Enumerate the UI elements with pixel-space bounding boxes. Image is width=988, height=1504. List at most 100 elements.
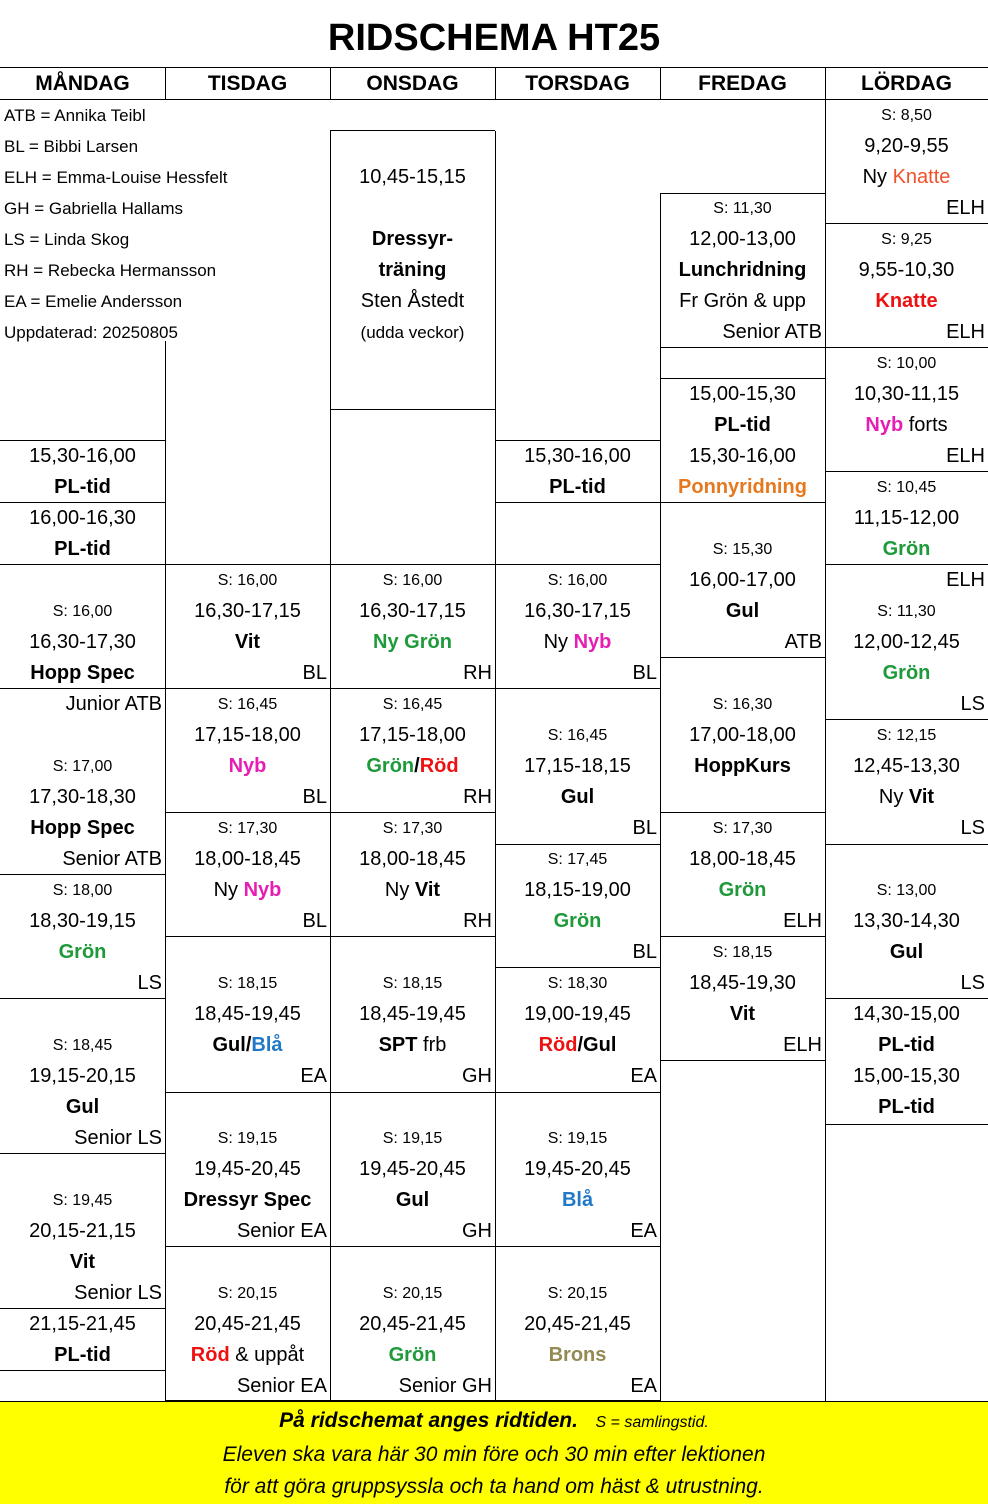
group-label-part: Knatte — [875, 290, 938, 312]
gathering-time: S: 18,15 — [712, 944, 773, 961]
grid-line — [660, 193, 825, 194]
grid-line — [330, 130, 495, 131]
group-label-part: forts — [903, 414, 948, 436]
instructor-code: BL — [302, 910, 327, 932]
grid-line — [495, 67, 496, 99]
lesson-time: 17,15-18,00 — [359, 724, 466, 746]
gathering-time: S: 11,30 — [877, 603, 936, 620]
gathering-time: S: 20,15 — [382, 1285, 443, 1302]
footer-line3: för att göra gruppsyssla och ta hand om … — [224, 1475, 764, 1498]
lesson-group: Nyb forts — [825, 410, 988, 441]
grid-line — [165, 1400, 330, 1401]
instructor-code: ELH — [946, 569, 985, 591]
group-label-part: Grön — [882, 538, 931, 560]
instructor-code: BL — [302, 662, 327, 684]
instructor-code: LS — [960, 693, 985, 715]
grid-line — [0, 874, 165, 875]
grid-line — [825, 564, 988, 565]
gathering-time: S: 20,15 — [547, 1285, 608, 1302]
grid-line — [165, 812, 330, 813]
grid-line — [825, 471, 988, 472]
grid-line — [660, 193, 661, 348]
gathering-time: S: 11,30 — [713, 200, 772, 217]
instructor-code: ATB — [784, 631, 822, 653]
group-label-part: /Gul — [577, 1034, 617, 1056]
group-label-part: Ponnyridning — [678, 476, 807, 498]
lesson-time: 15,00-15,30 — [689, 383, 796, 405]
instructor-code: ELH — [783, 910, 822, 932]
lesson-group: Röd & uppåt — [165, 1340, 330, 1371]
lesson-time: 16,30-17,15 — [359, 600, 466, 622]
instructor-code: Senior EA — [236, 1220, 327, 1242]
grid-line — [660, 657, 825, 658]
gathering-time: S: 19,15 — [547, 1130, 608, 1147]
footer-line1: På ridschemat anges ridtiden. — [279, 1409, 578, 1432]
gathering-time: S: 16,45 — [382, 696, 443, 713]
group-label-part: Blå — [251, 1034, 283, 1056]
group-label-part: Gul/ — [212, 1034, 252, 1056]
grid-line — [330, 688, 495, 689]
instructor-code: Senior LS — [74, 1282, 162, 1304]
grid-line — [0, 67, 988, 68]
footer-note: På ridschemat anges ridtiden. S = samlin… — [0, 1401, 988, 1504]
lesson-group: Nyb — [165, 751, 330, 782]
grid-line — [330, 1400, 495, 1401]
lesson-group: Lunchridning — [678, 259, 807, 281]
gathering-time: S: 17,30 — [217, 820, 278, 837]
legend-entry: BL = Bibbi Larsen — [4, 137, 139, 156]
day-header: TISDAG — [207, 72, 288, 95]
group-label-part: Röd — [538, 1034, 578, 1056]
page-title: RIDSCHEMA HT25 — [327, 17, 661, 59]
lesson-time: 20,15-21,15 — [29, 1220, 136, 1242]
lesson-time: 16,00-16,30 — [29, 507, 136, 529]
lesson-time: 19,45-20,45 — [524, 1158, 631, 1180]
instructor-code: Junior ATB — [65, 693, 162, 715]
lesson-group: Ny Knatte — [825, 162, 988, 193]
group-label-part: Knatte — [892, 166, 951, 188]
group-label-part: SPT — [378, 1034, 418, 1056]
instructor-code: ELH — [946, 197, 985, 219]
day-header: TORSDAG — [525, 72, 630, 95]
lesson-group: Grön — [0, 937, 165, 968]
lesson-group: Hopp Spec — [30, 662, 135, 684]
group-label-part: / — [414, 755, 420, 777]
grid-line — [495, 1400, 660, 1401]
grid-line — [825, 719, 988, 720]
lesson-time: 17,15-18,15 — [524, 755, 631, 777]
instructor-code: Senior GH — [398, 1375, 492, 1397]
legend-entry: ATB = Annika Teibl — [4, 106, 146, 125]
grid-line — [660, 502, 825, 503]
lesson-group: Vit — [729, 1003, 756, 1025]
gathering-time: S: 16,00 — [382, 572, 443, 589]
group-label-part: Nyb — [228, 755, 267, 777]
instructor-code: LS — [960, 972, 985, 994]
legend-entry: GH = Gabriella Hallams — [4, 199, 184, 218]
gathering-time: S: 18,30 — [547, 975, 608, 992]
lesson-time: 15,30-16,00 — [29, 445, 136, 467]
grid-line — [165, 936, 330, 937]
grid-line — [330, 1092, 495, 1093]
instructor-code: EA — [630, 1375, 657, 1397]
day-header: MÅNDAG — [35, 72, 130, 95]
day-header: LÖRDAG — [861, 72, 952, 95]
lesson-group: Ponnyridning — [660, 472, 825, 503]
grid-line — [0, 1308, 165, 1309]
grid-line — [660, 1060, 825, 1061]
instructor-code: ELH — [946, 321, 985, 343]
lesson-group: Gul — [560, 786, 595, 808]
day-header: FREDAG — [698, 72, 787, 95]
grid-line — [0, 688, 165, 689]
instructor-code: GH — [462, 1220, 492, 1242]
gathering-time: S: 19,15 — [217, 1130, 278, 1147]
lesson-group: Knatte — [825, 286, 988, 317]
instructor-code: ELH — [946, 445, 985, 467]
day-header: ONSDAG — [366, 72, 459, 95]
gathering-time: S: 17,45 — [547, 851, 608, 868]
lesson-time: 19,00-19,45 — [524, 1003, 631, 1025]
group-label-part: Grön — [718, 879, 767, 901]
legend-entry: EA = Emelie Andersson — [4, 292, 183, 311]
lesson-group: HoppKurs — [694, 755, 791, 777]
grid-line — [165, 564, 330, 565]
instructor-code: LS — [137, 972, 162, 994]
grid-line — [825, 1124, 988, 1125]
